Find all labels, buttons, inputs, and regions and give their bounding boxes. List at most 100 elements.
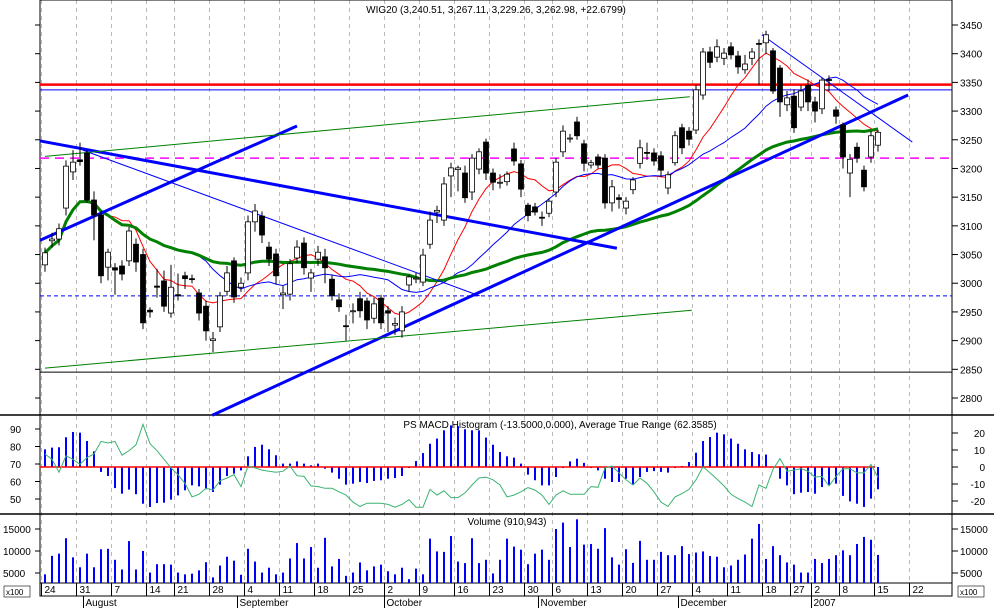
candle-up xyxy=(63,165,69,209)
volume-tick-label-right: 5000 xyxy=(960,569,983,580)
candle-down xyxy=(679,127,685,149)
trend-line xyxy=(761,34,913,143)
candle-down xyxy=(364,300,370,321)
week-tick-label: 14 xyxy=(150,585,162,596)
candle-up xyxy=(70,161,76,173)
candle-up xyxy=(427,219,433,245)
volume-tick-label-right: 10000 xyxy=(960,547,988,558)
candle-up xyxy=(875,131,881,146)
week-tick-label: 22 xyxy=(913,585,925,596)
candle-down xyxy=(840,124,846,158)
candle-down xyxy=(770,50,776,92)
candle-down xyxy=(777,67,783,103)
candle-up xyxy=(406,276,412,286)
candle-down xyxy=(259,215,265,236)
atr-tick-label: 90 xyxy=(10,425,22,436)
candle-down xyxy=(378,297,384,324)
candle-down xyxy=(581,143,587,164)
candle-down xyxy=(273,253,279,277)
week-tick-label: 6 xyxy=(556,585,562,596)
month-label: October xyxy=(387,598,423,608)
week-tick-label: 16 xyxy=(458,585,470,596)
month-label: November xyxy=(541,598,588,608)
candle-up xyxy=(315,251,321,260)
week-tick-label: 31 xyxy=(80,585,92,596)
week-tick-label: 24 xyxy=(45,585,57,596)
macd-tick-label: -10 xyxy=(971,480,986,491)
candle-up xyxy=(504,173,510,183)
candle-up xyxy=(567,137,573,140)
candle-down xyxy=(119,265,125,275)
candle-down xyxy=(644,151,650,154)
candle-up xyxy=(238,282,244,288)
candle-up xyxy=(217,295,223,328)
price-tick-label: 2800 xyxy=(960,394,983,405)
trend-line xyxy=(44,309,692,369)
candle-down xyxy=(84,152,90,201)
candle-up xyxy=(784,97,790,106)
price-panel: 2800 2850 2900 2950 3000 3050 3100 3150 3200 3250… xyxy=(35,5,983,417)
candle-up xyxy=(308,272,314,279)
candle-up xyxy=(168,286,174,314)
week-tick-label: 11 xyxy=(283,585,294,596)
week-tick-label: 2 xyxy=(815,585,821,596)
macd-tick-label: -20 xyxy=(971,497,986,508)
candle-down xyxy=(322,256,328,269)
week-tick-label: 15 xyxy=(878,585,890,596)
candle-down xyxy=(77,159,83,162)
candle-down xyxy=(266,246,272,260)
candle-down xyxy=(735,55,741,68)
volume-unit-right-box xyxy=(957,585,985,598)
chart-title: WIG20 (3,240.51, 3,267.11, 3,229.26, 3,2… xyxy=(366,5,626,16)
candle-down xyxy=(98,214,104,277)
price-tick-label: 3250 xyxy=(960,136,983,147)
candle-up xyxy=(798,90,804,108)
candles xyxy=(42,30,881,353)
candle-down xyxy=(651,152,657,162)
candle-up xyxy=(245,221,251,274)
candle-down xyxy=(805,84,811,103)
candle-down xyxy=(133,243,139,263)
candle-up xyxy=(847,158,853,174)
candle-down xyxy=(91,199,97,216)
trend-line xyxy=(39,124,298,242)
candle-down xyxy=(861,169,867,188)
candle-down xyxy=(182,275,188,280)
candle-up xyxy=(749,51,755,59)
candle-up xyxy=(224,272,230,292)
moving-average-50 xyxy=(43,127,879,283)
candle-down xyxy=(203,305,209,332)
volume-tick-label-left: 15000 xyxy=(3,525,31,536)
candle-up xyxy=(56,228,62,240)
price-tick-label: 3000 xyxy=(960,279,983,290)
candle-down xyxy=(833,109,839,117)
candle-up xyxy=(371,303,377,319)
week-tick-label: 23 xyxy=(493,585,505,596)
month-label: August xyxy=(86,598,117,608)
candle-down xyxy=(525,204,531,216)
moving-average-10 xyxy=(44,52,879,316)
week-tick-label: 25 xyxy=(353,585,365,596)
candle-down xyxy=(511,148,517,162)
week-tick-label: 2 xyxy=(388,585,394,596)
candle-up xyxy=(434,209,440,213)
week-tick-label: 9 xyxy=(423,585,429,596)
candle-down xyxy=(539,216,545,219)
candle-down xyxy=(154,285,160,288)
candle-down xyxy=(231,260,237,298)
candle-down xyxy=(602,157,608,204)
week-tick-label: 7 xyxy=(115,585,121,596)
candle-up xyxy=(868,135,874,158)
horizontal-lines xyxy=(40,83,952,373)
week-tick-label: 30 xyxy=(528,585,540,596)
candle-up xyxy=(665,174,671,189)
week-tick-label: 4 xyxy=(696,585,702,596)
candle-up xyxy=(126,230,132,262)
candle-up xyxy=(210,338,216,342)
candle-up xyxy=(350,310,356,313)
volume-tick-label-left: 10000 xyxy=(3,547,31,558)
candle-up xyxy=(105,251,111,268)
moving-averages xyxy=(43,52,879,316)
volume-unit-left: x100 xyxy=(6,588,24,597)
